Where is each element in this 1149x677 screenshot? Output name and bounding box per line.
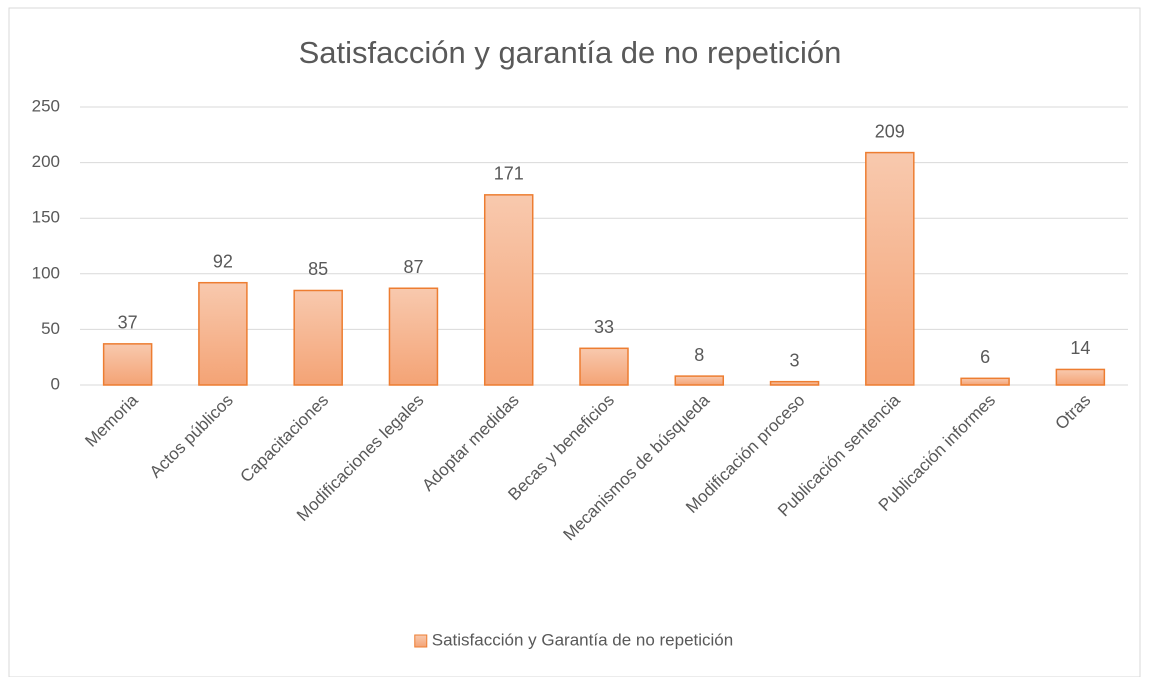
- bar: [1055, 368, 1106, 386]
- bar: [102, 343, 153, 386]
- y-tick-label: 100: [32, 263, 60, 282]
- data-label: 37: [118, 313, 138, 333]
- data-label: 8: [694, 345, 704, 365]
- data-label: 171: [494, 164, 524, 184]
- data-label: 6: [980, 347, 990, 367]
- y-tick-label: 200: [32, 152, 60, 171]
- bar: [483, 194, 534, 386]
- data-label: 3: [790, 350, 800, 370]
- data-label: 33: [594, 317, 614, 337]
- bar: [960, 377, 1010, 386]
- legend-label: Satisfacción y Garantía de no repetición: [432, 630, 733, 649]
- data-label: 85: [308, 259, 328, 279]
- y-tick-label: 50: [41, 319, 60, 338]
- y-tick-label: 150: [32, 208, 60, 227]
- legend-swatch: [414, 634, 428, 648]
- data-label: 92: [213, 251, 233, 271]
- chart-frame: [8, 7, 1141, 677]
- bar: [865, 151, 915, 386]
- data-label: 14: [1070, 338, 1090, 358]
- bar: [388, 287, 439, 386]
- y-tick-label: 250: [32, 96, 60, 115]
- bar: [769, 380, 820, 386]
- data-label: 87: [403, 257, 423, 277]
- bar: [674, 375, 725, 386]
- bar: [198, 281, 248, 386]
- bar: [293, 289, 343, 386]
- y-tick-label: 0: [51, 374, 60, 393]
- chart-title: Satisfacción y garantía de no repetición: [299, 35, 842, 70]
- bar: [579, 347, 629, 386]
- data-label: 209: [875, 121, 905, 141]
